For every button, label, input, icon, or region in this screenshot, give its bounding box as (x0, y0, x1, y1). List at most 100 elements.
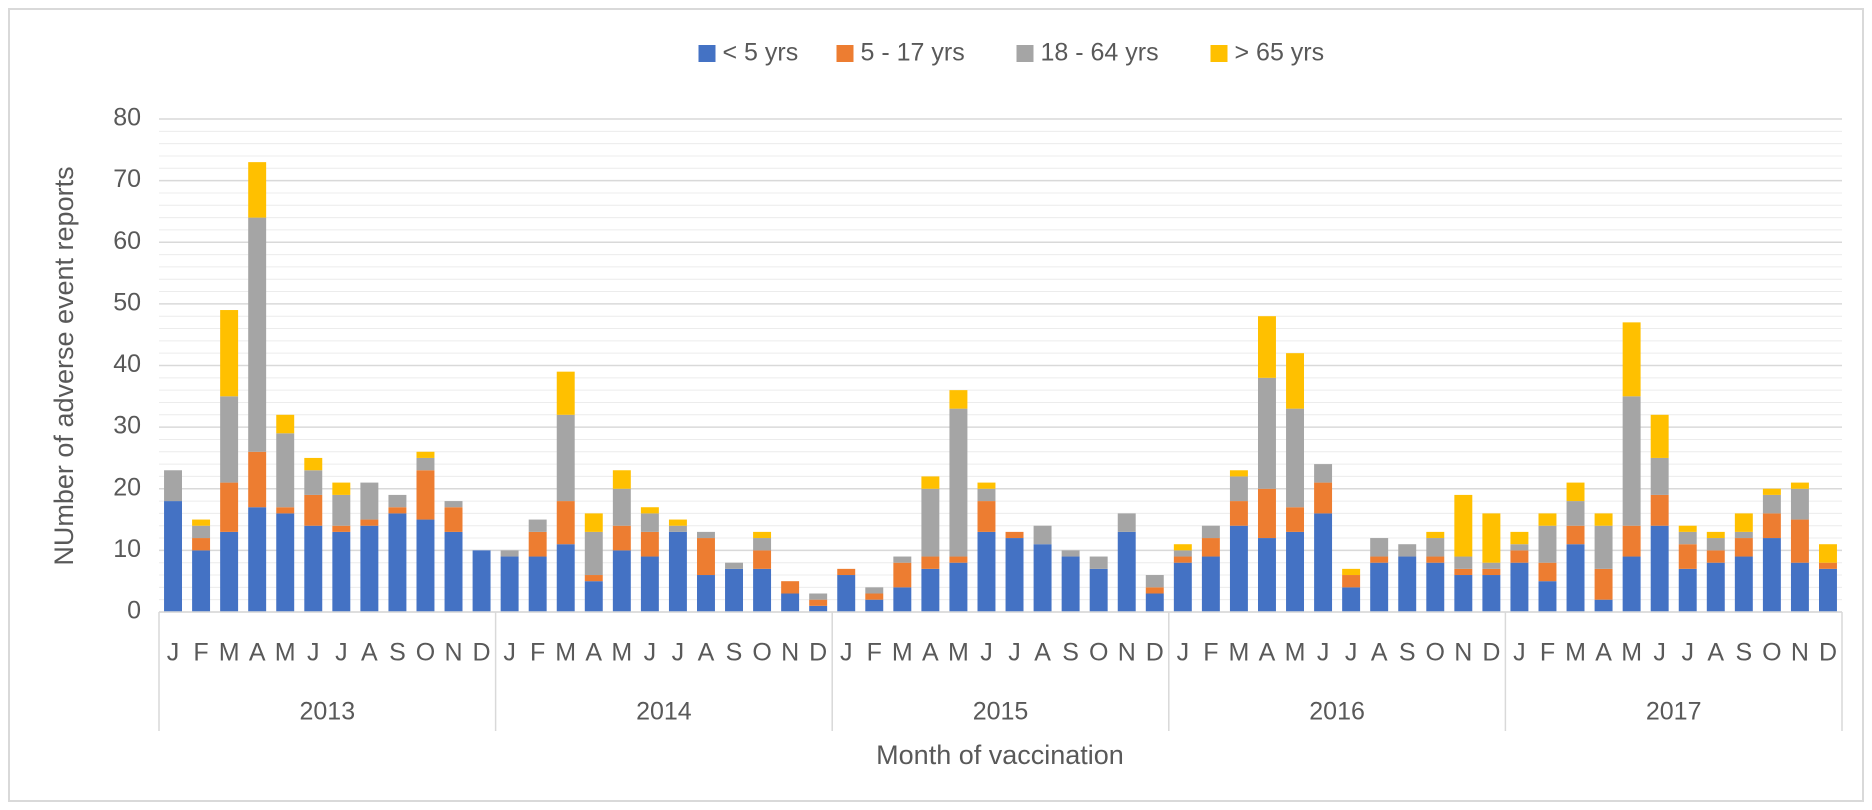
bar-segment (1286, 531, 1305, 612)
bar-segment (1622, 556, 1641, 612)
x-tick-label: J (672, 639, 685, 667)
bar-segment (1257, 316, 1276, 378)
bar-segment (584, 575, 603, 582)
bar-segment (444, 501, 463, 508)
y-tick-label: 30 (113, 412, 141, 440)
bar-segment (809, 593, 828, 600)
x-tick-label: A (1259, 639, 1276, 667)
bar-segment (1622, 396, 1641, 526)
bar-segment (1678, 568, 1697, 612)
legend-swatch (1016, 45, 1034, 62)
bar-segment (584, 581, 603, 612)
bar-segment (1398, 556, 1417, 612)
bar-segment (809, 599, 828, 606)
x-tick-label: F (867, 639, 882, 667)
x-tick-label: A (249, 639, 266, 667)
bar-segment (1482, 513, 1501, 563)
bar-segment (640, 507, 659, 514)
bar-segment (304, 470, 323, 495)
bar-segment (1201, 538, 1220, 557)
bar-segment (1454, 568, 1473, 576)
bar-segment (1538, 513, 1557, 526)
x-tick-label: O (416, 639, 435, 667)
bar-segment (332, 482, 351, 495)
bar-segment (837, 568, 856, 576)
bar-segment (1734, 538, 1753, 557)
bar-segment (500, 550, 519, 557)
bar-segment (1173, 556, 1192, 563)
bar-segment (837, 575, 856, 612)
bar-segment (388, 507, 407, 514)
y-axis-title: NUmber of adverse event reports (49, 166, 79, 565)
bar-segment (977, 488, 996, 502)
bar-segment (192, 519, 211, 526)
bar-segment (1762, 488, 1781, 495)
bar-segment (612, 488, 631, 526)
bar-segment (1257, 488, 1276, 539)
bar-segment (1033, 544, 1052, 612)
bar-segment (1622, 525, 1641, 557)
x-tick-label: J (503, 639, 516, 667)
bar-segment (893, 587, 912, 612)
bar-segment (753, 568, 772, 612)
bar-segment (1734, 513, 1753, 532)
x-axis-title: Month of vaccination (876, 740, 1124, 770)
bar-segment (388, 513, 407, 612)
bar-segment (276, 507, 295, 514)
bar-segment (1370, 562, 1389, 612)
bar-segment (1510, 531, 1529, 545)
legend-swatch (1210, 45, 1228, 62)
bar-segment (1201, 525, 1220, 539)
x-tick-label: M (1621, 639, 1642, 667)
bar-segment (1370, 538, 1389, 557)
bar-segment (1257, 538, 1276, 612)
x-tick-label: J (1681, 639, 1694, 667)
bar-segment (781, 581, 800, 594)
bar-segment (949, 408, 968, 557)
x-tick-label: M (1565, 639, 1586, 667)
bar-segment (977, 501, 996, 532)
bar-segment (1229, 470, 1248, 477)
y-tick-label: 10 (113, 535, 141, 563)
bar-segment (1818, 544, 1837, 563)
bar-segment (556, 414, 575, 502)
bar-segment (949, 556, 968, 563)
x-tick-label: N (1118, 639, 1136, 667)
bar-segment (1678, 544, 1697, 569)
year-label: 2015 (973, 698, 1029, 726)
bar-segment (1650, 494, 1669, 526)
bar-segment (753, 538, 772, 551)
x-tick-label: J (1317, 639, 1330, 667)
bar-segment (416, 451, 435, 458)
bar-segment (1762, 494, 1781, 514)
x-tick-label: M (948, 639, 969, 667)
bar-segment (500, 556, 519, 612)
y-tick-label: 40 (113, 350, 141, 378)
bar-segment (584, 531, 603, 576)
x-tick-label: M (219, 639, 240, 667)
bar-segment (1314, 482, 1333, 514)
bar-segment (276, 433, 295, 508)
bar-segment (1286, 353, 1305, 409)
bar-segment (332, 494, 351, 526)
x-tick-label: J (307, 639, 320, 667)
bar-segment (696, 575, 715, 612)
bar-segment (668, 531, 687, 612)
bar-segment (1734, 556, 1753, 612)
bar-segment (444, 507, 463, 532)
bar-segment (1117, 531, 1136, 612)
bar-segment (1426, 538, 1445, 557)
bar-segment (1342, 575, 1361, 588)
legend-label: 5 - 17 yrs (861, 39, 965, 67)
bar-segment (332, 531, 351, 612)
bar-segment (416, 470, 435, 520)
bar-segment (1286, 507, 1305, 532)
bar-segment (977, 531, 996, 612)
bar-segment (1538, 562, 1557, 582)
x-tick-label: O (1762, 639, 1781, 667)
bar-segment (809, 605, 828, 612)
bar-segment (1286, 408, 1305, 508)
year-label: 2017 (1646, 698, 1702, 726)
bar-segment (725, 568, 744, 612)
bar-segment (1566, 482, 1585, 502)
